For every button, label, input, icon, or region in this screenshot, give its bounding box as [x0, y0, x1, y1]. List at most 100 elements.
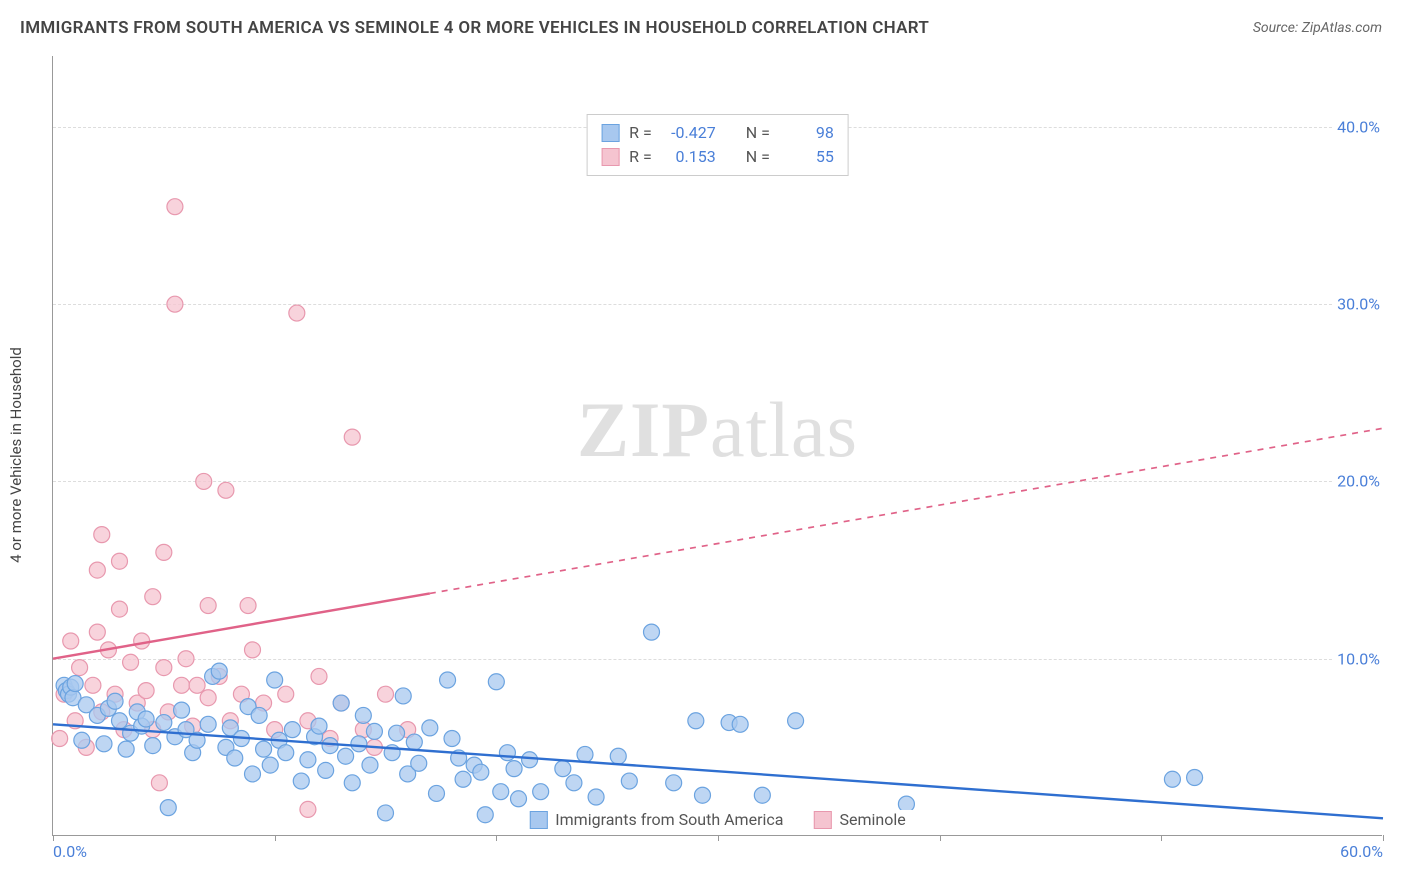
series-a-point	[406, 734, 422, 750]
swatch-series-b	[813, 811, 831, 829]
series-a-point	[411, 755, 427, 771]
series-a-point	[522, 752, 538, 768]
swatch-series-a	[529, 811, 547, 829]
series-b-point	[278, 686, 294, 702]
series-a-point	[160, 800, 176, 816]
series-b-point	[167, 296, 183, 312]
n-value-a: 98	[780, 121, 834, 145]
series-a-point	[293, 773, 309, 789]
series-a-point	[395, 688, 411, 704]
series-a-point	[256, 741, 272, 757]
series-b-point	[245, 642, 261, 658]
x-tick-mark	[1383, 835, 1384, 841]
series-b-point	[138, 683, 154, 699]
series-a-point	[245, 766, 261, 782]
series-a-point	[138, 711, 154, 727]
series-a-point	[644, 624, 660, 640]
series-a-point	[694, 787, 710, 803]
stats-legend-box: R = -0.427 N = 98 R = 0.153 N = 55	[586, 114, 849, 176]
series-b-point	[196, 473, 212, 489]
x-tick-label: 60.0%	[1340, 842, 1383, 861]
source-attribution: Source: ZipAtlas.com	[1253, 20, 1382, 36]
series-a-point	[577, 746, 593, 762]
series-b-point	[189, 677, 205, 693]
series-a-point	[366, 723, 382, 739]
series-a-point	[588, 789, 604, 805]
legend-item-a: Immigrants from South America	[529, 810, 783, 829]
series-b-point	[218, 482, 234, 498]
series-a-point	[118, 741, 134, 757]
series-b-point	[167, 199, 183, 215]
series-a-point	[621, 773, 637, 789]
series-b-trend-dashed	[430, 428, 1383, 593]
stats-row-b: R = 0.153 N = 55	[601, 145, 834, 169]
series-a-point	[428, 785, 444, 801]
series-a-point	[262, 757, 278, 773]
series-b-point	[156, 544, 172, 560]
swatch-series-a	[601, 124, 619, 142]
series-a-point	[351, 736, 367, 752]
x-tick-mark	[496, 835, 497, 841]
series-a-point	[96, 736, 112, 752]
r-value-a: -0.427	[662, 121, 716, 145]
series-a-point	[555, 761, 571, 777]
series-a-point	[112, 713, 128, 729]
series-a-point	[566, 775, 582, 791]
series-a-point	[444, 731, 460, 747]
series-a-point	[422, 720, 438, 736]
series-a-point	[318, 762, 334, 778]
series-a-point	[311, 718, 327, 734]
series-a-point	[477, 807, 493, 823]
series-b-point	[112, 553, 128, 569]
series-b-point	[200, 690, 216, 706]
n-value-b: 55	[780, 145, 834, 169]
series-a-point	[200, 716, 216, 732]
series-a-point	[511, 791, 527, 807]
series-a-point	[493, 784, 509, 800]
series-a-point	[174, 702, 190, 718]
series-b-point	[178, 651, 194, 667]
series-a-point	[488, 674, 504, 690]
series-b-point	[72, 660, 88, 676]
series-b-point	[344, 429, 360, 445]
series-b-point	[112, 601, 128, 617]
series-a-point	[74, 732, 90, 748]
series-a-point	[788, 713, 804, 729]
series-a-point	[251, 707, 267, 723]
series-a-point	[389, 725, 405, 741]
series-b-point	[145, 589, 161, 605]
x-tick-label: 0.0%	[53, 842, 87, 861]
x-tick-mark	[940, 835, 941, 841]
x-tick-mark	[1161, 835, 1162, 841]
series-a-point	[732, 716, 748, 732]
chart-title: IMMIGRANTS FROM SOUTH AMERICA VS SEMINOL…	[20, 18, 929, 38]
series-a-point	[362, 757, 378, 773]
series-b-point	[200, 598, 216, 614]
series-b-point	[174, 677, 190, 693]
series-a-point	[267, 672, 283, 688]
series-b-point	[311, 668, 327, 684]
series-a-point	[455, 771, 471, 787]
series-a-point	[107, 693, 123, 709]
series-b-point	[289, 305, 305, 321]
series-a-point	[1187, 770, 1203, 786]
series-b-point	[63, 633, 79, 649]
series-b-point	[123, 654, 139, 670]
series-a-point	[67, 676, 83, 692]
series-a-point	[156, 715, 172, 731]
series-a-point	[338, 748, 354, 764]
series-b-point	[134, 633, 150, 649]
series-b-point	[378, 686, 394, 702]
plot-area: ZIPatlas 10.0%20.0%30.0%40.0% R = -0.427…	[52, 56, 1382, 836]
series-a-point	[300, 752, 316, 768]
x-tick-mark	[718, 835, 719, 841]
series-b-point	[85, 677, 101, 693]
series-b-point	[89, 562, 105, 578]
series-a-point	[378, 805, 394, 821]
series-b-point	[300, 801, 316, 817]
series-a-point	[227, 750, 243, 766]
x-tick-mark	[275, 835, 276, 841]
series-a-point	[278, 745, 294, 761]
swatch-series-b	[601, 148, 619, 166]
y-axis-label: 4 or more Vehicles in Household	[7, 347, 25, 563]
